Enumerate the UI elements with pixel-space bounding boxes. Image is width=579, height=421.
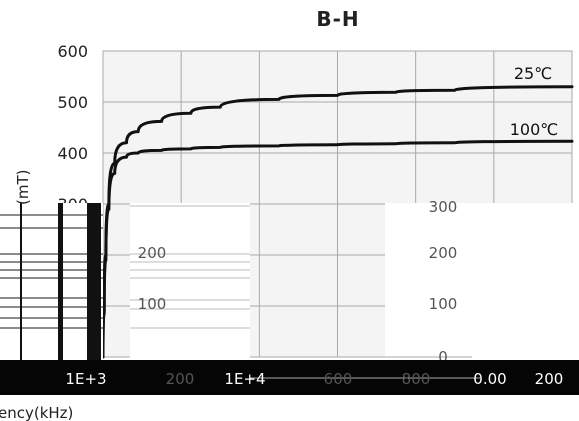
x-tick-label: 1E+3 — [65, 370, 106, 388]
x-tick-label: 200 — [166, 370, 195, 388]
series-label-100c: 100℃ — [510, 120, 559, 139]
x-axis-label: ency(kHz) — [0, 404, 73, 421]
glitch-right-tick: 200 — [429, 244, 458, 262]
y-tick-label: 400 — [57, 144, 88, 163]
series-line-1 — [101, 139, 574, 359]
glitch-right-tick: 0 — [438, 348, 448, 366]
glitch-bar — [20, 203, 22, 360]
glitch-mid-bg — [130, 203, 250, 360]
glitch-left-bg — [0, 203, 103, 360]
x-tick-label: 600 — [324, 370, 353, 388]
glitch-strip-lines — [0, 214, 103, 329]
y-axis-label: (mT) — [14, 170, 32, 205]
y-tick-label: 500 — [57, 93, 88, 112]
series-label-25c: 25℃ — [514, 64, 552, 83]
x-tick-label: 1E+4 — [224, 370, 265, 388]
chart-title: B-H — [316, 7, 359, 31]
series-curves — [101, 85, 574, 359]
x-tick-label: 0.00 — [473, 370, 506, 388]
x-tick-labels: 1E+3 200 1E+4 600 800 0.00 200 — [65, 370, 563, 388]
glitch-left-tick: 200 — [138, 244, 167, 262]
glitch-left-tick: 100 — [138, 295, 167, 313]
glitch-bar — [87, 203, 101, 360]
y-tick-labels: 600500400300 — [57, 42, 88, 214]
glitch-bar — [58, 203, 63, 360]
glitch-right-tick: 300 — [429, 198, 458, 216]
glitch-right-tick: 100 — [429, 295, 458, 313]
x-tick-label: 800 — [402, 370, 431, 388]
glitch-right-bg — [385, 203, 579, 360]
glitch-mid-lines — [130, 205, 250, 329]
y-tick-label: 600 — [57, 42, 88, 61]
glitch-overlay: 300 200 100 0 200 100 1E+3 200 1E+4 600 800 0… — [0, 198, 579, 395]
x-tick-label: 200 — [535, 370, 564, 388]
